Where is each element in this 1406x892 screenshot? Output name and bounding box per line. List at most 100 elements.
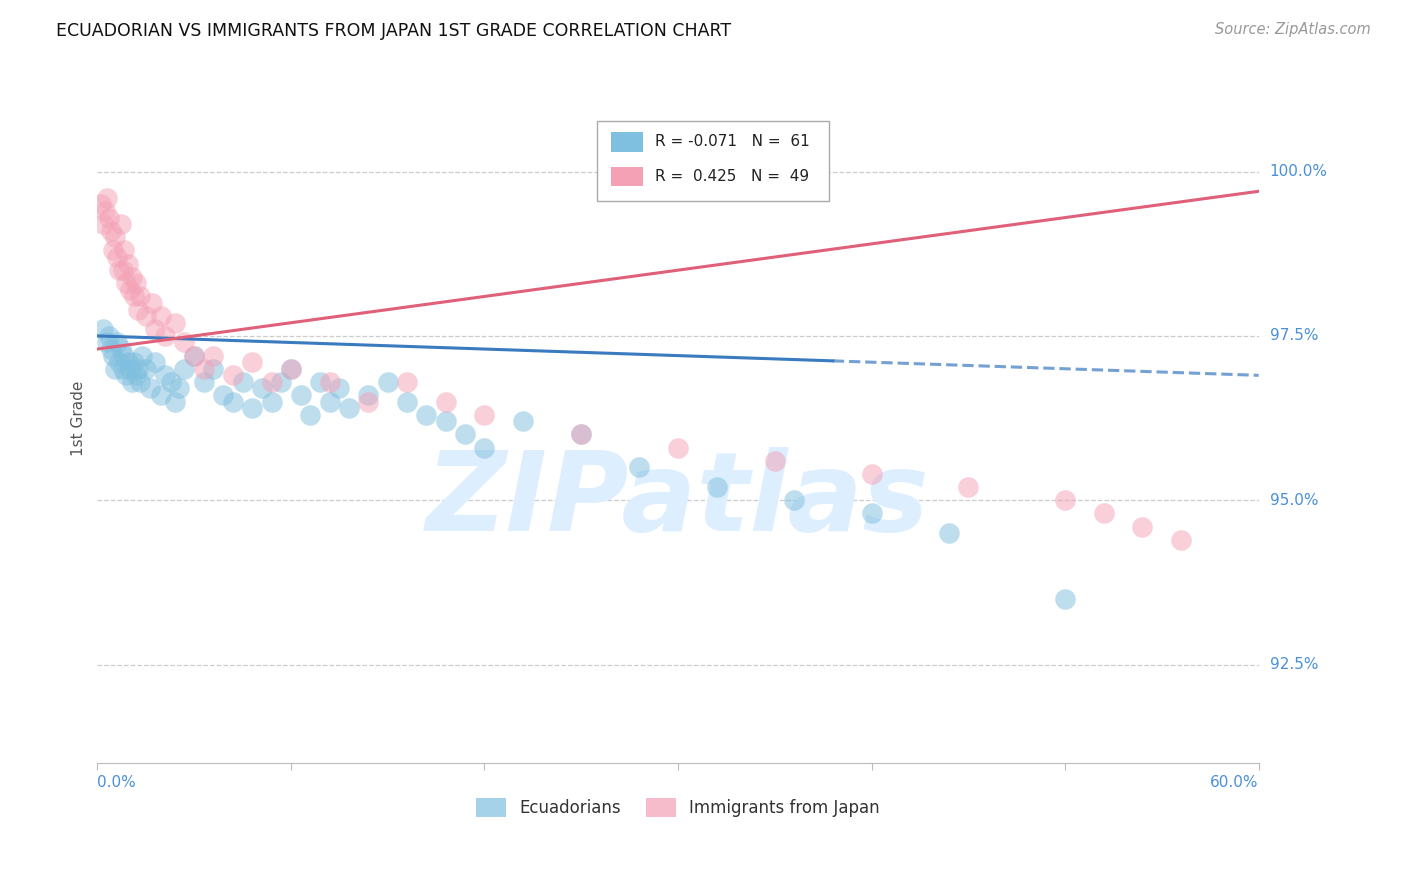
Text: R = -0.071   N =  61: R = -0.071 N = 61 [655,135,810,150]
Text: 60.0%: 60.0% [1211,775,1258,790]
Point [763,454,786,468]
Point [110,342,132,356]
Point [337,401,360,416]
Point [783,493,806,508]
Point [377,375,399,389]
Point [96,335,118,350]
Point [111,361,134,376]
Point [474,441,496,455]
Point [434,414,457,428]
Legend: Ecuadorians, Immigrants from Japan: Ecuadorians, Immigrants from Japan [470,791,887,824]
Point [183,349,205,363]
Point [250,382,273,396]
Point [202,361,225,376]
Point [125,368,148,383]
Point [111,263,134,277]
Point [222,368,245,383]
Point [357,394,380,409]
Point [101,244,124,258]
Point [328,382,350,396]
Point [173,335,195,350]
Point [153,368,176,383]
Point [121,375,143,389]
Point [569,427,592,442]
Point [127,302,149,317]
Text: R =  0.425   N =  49: R = 0.425 N = 49 [655,169,808,184]
Point [120,283,142,297]
Point [122,355,145,369]
FancyBboxPatch shape [610,167,643,186]
Point [90,197,112,211]
Point [240,401,263,416]
Point [125,277,148,291]
Point [120,361,142,376]
Point [290,388,312,402]
Point [299,408,322,422]
Point [260,375,283,389]
Point [1092,507,1115,521]
Point [318,375,340,389]
Point [415,408,437,422]
Point [434,394,457,409]
Point [115,277,138,291]
Point [122,289,145,303]
Point [183,349,205,363]
Point [135,361,157,376]
Point [860,507,883,521]
Point [91,217,114,231]
Point [1170,533,1192,547]
Point [860,467,883,481]
Text: 97.5%: 97.5% [1270,328,1319,343]
Point [474,408,496,422]
Point [131,349,153,363]
Point [212,388,235,402]
Point [1054,591,1077,606]
Point [193,375,215,389]
Point [280,361,302,376]
Point [666,441,689,455]
Point [150,388,173,402]
Point [114,244,136,258]
Point [628,460,651,475]
Text: 100.0%: 100.0% [1270,164,1327,179]
Text: Source: ZipAtlas.com: Source: ZipAtlas.com [1215,22,1371,37]
Point [104,361,127,376]
Point [153,329,176,343]
Point [357,388,380,402]
Point [270,375,292,389]
Point [706,480,728,494]
Text: 0.0%: 0.0% [97,775,136,790]
FancyBboxPatch shape [610,132,643,152]
Point [173,361,195,376]
Point [135,309,157,323]
Point [117,355,139,369]
Point [260,394,283,409]
Point [512,414,534,428]
Point [91,322,114,336]
Point [167,382,190,396]
Text: ZIPatlas: ZIPatlas [426,448,929,554]
Point [222,394,245,409]
Point [938,526,960,541]
Point [193,361,215,376]
Point [129,289,152,303]
Point [96,191,118,205]
Point [115,368,138,383]
Point [145,355,167,369]
Point [97,329,120,343]
Point [117,257,139,271]
Point [231,375,253,389]
Text: ECUADORIAN VS IMMIGRANTS FROM JAPAN 1ST GRADE CORRELATION CHART: ECUADORIAN VS IMMIGRANTS FROM JAPAN 1ST … [56,22,731,40]
Point [1132,519,1154,533]
Point [94,204,117,219]
Point [100,342,122,356]
Point [121,269,143,284]
Point [129,375,152,389]
Point [454,427,477,442]
Point [104,230,127,244]
Point [395,394,418,409]
Text: 92.5%: 92.5% [1270,657,1319,672]
Point [107,263,129,277]
Point [202,349,225,363]
Point [141,296,163,310]
